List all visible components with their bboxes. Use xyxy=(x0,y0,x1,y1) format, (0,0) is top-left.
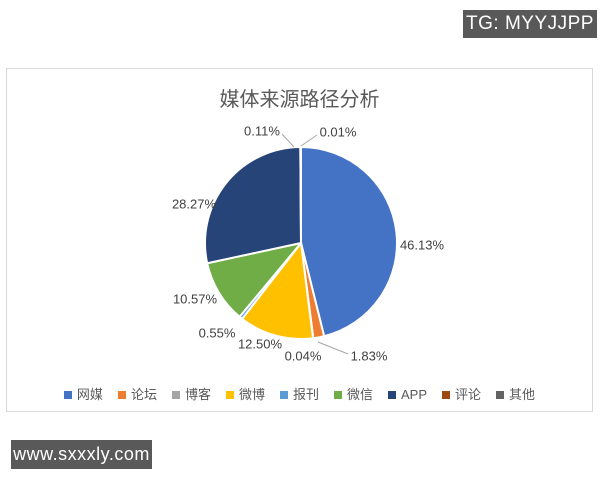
data-label-微博: 12.50% xyxy=(238,337,283,352)
legend-item-微信: 微信 xyxy=(334,388,373,401)
legend-label: 博客 xyxy=(184,387,211,402)
legend-swatch-icon xyxy=(117,390,126,399)
legend-item-论坛: 论坛 xyxy=(117,387,157,402)
legend-label: 报刊 xyxy=(292,387,319,402)
legend-swatch-icon xyxy=(334,390,342,399)
legend-swatch-icon xyxy=(388,390,397,399)
chart-legend: 网媒 论坛 博客 微博 报刊 微信 APP 评论 其他 xyxy=(7,388,592,401)
data-label-评论: 0.11% xyxy=(244,124,280,139)
chart-area: 媒体来源路径分析 46.13% 1.83% 0.04% 12.50% 0.55% 10.5… xyxy=(6,68,593,412)
legend-label: 评论 xyxy=(455,387,482,402)
leader-line-论坛 xyxy=(317,341,349,355)
pie-slice-微博 xyxy=(241,242,315,340)
legend-item-博客: 博客 xyxy=(171,387,211,402)
legend-label: 微信 xyxy=(347,387,374,402)
legend-item-APP: APP xyxy=(388,388,427,401)
chart-title: 媒体来源路径分析 xyxy=(219,89,380,111)
data-label-微信: 10.57% xyxy=(173,292,218,307)
legend-label: 微博 xyxy=(238,387,265,402)
data-label-APP: 28.27% xyxy=(172,197,217,212)
legend-swatch-icon xyxy=(442,390,451,399)
legend-item-报刊: 报刊 xyxy=(279,387,319,402)
tg-watermark-badge: TG: MYYJJPP xyxy=(463,10,597,38)
pie-chart: 46.13% 1.83% 0.04%12.50%0.55% 10.57% 28.27% 0… xyxy=(172,124,445,364)
legend-item-网媒: 网媒 xyxy=(63,387,103,402)
legend-swatch-icon xyxy=(171,390,180,399)
legend-label: 论坛 xyxy=(130,387,157,402)
legend-label: 其他 xyxy=(509,387,536,402)
leader-line-评论 xyxy=(281,133,295,148)
data-label-论坛: 1.83% xyxy=(351,349,388,364)
legend-swatch-icon xyxy=(279,390,288,399)
pie-slice-APP xyxy=(204,146,302,265)
leader-line-其他 xyxy=(300,134,318,147)
legend-item-微博: 微博 xyxy=(225,387,265,402)
pie-slice-网媒 xyxy=(300,146,398,338)
legend-label: APP xyxy=(401,387,428,402)
legend-swatch-icon xyxy=(225,390,234,399)
legend-swatch-icon xyxy=(63,390,72,399)
legend-swatch-icon xyxy=(496,390,505,399)
data-label-网媒: 46.13% xyxy=(400,238,445,253)
legend-item-其他: 其他 xyxy=(496,388,535,401)
legend-label: 网媒 xyxy=(76,387,103,402)
legend-item-评论: 评论 xyxy=(442,388,481,401)
data-label-其他: 0.01% xyxy=(320,125,357,140)
site-watermark-badge: www.sxxxly.com xyxy=(11,440,152,469)
data-label-报刊: 0.55% xyxy=(199,326,236,341)
data-label-博客: 0.04% xyxy=(285,349,322,364)
